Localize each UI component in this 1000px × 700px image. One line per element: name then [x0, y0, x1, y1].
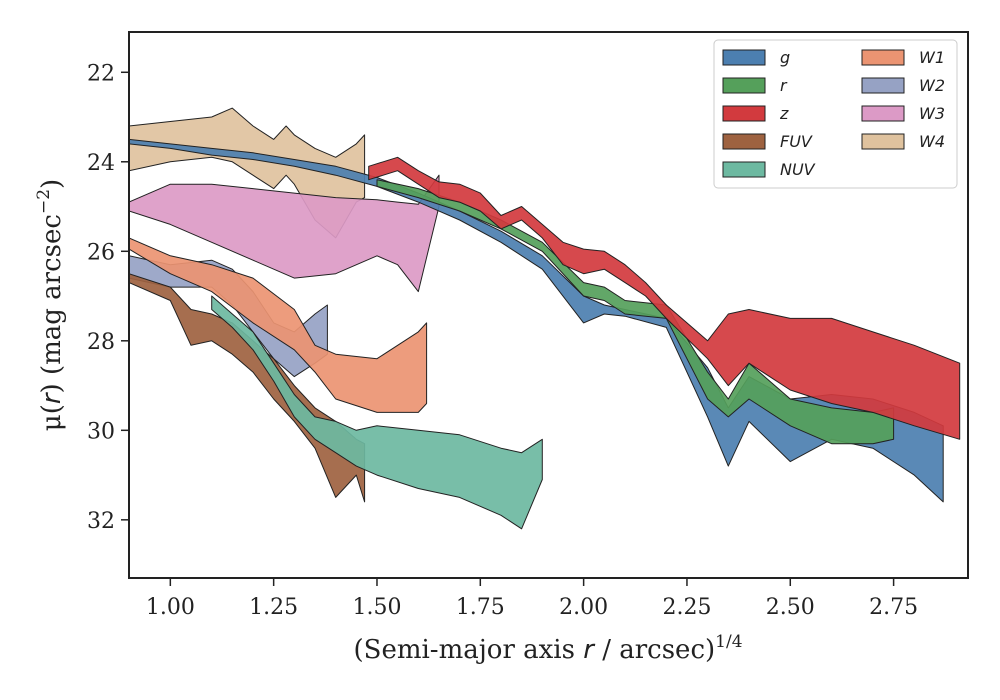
legend-swatch-z — [722, 105, 766, 122]
legend-swatch-r — [722, 77, 766, 94]
legend-label-r: r — [780, 76, 788, 95]
legend-swatch-w2 — [861, 77, 905, 94]
y-tick-label: 30 — [87, 419, 115, 444]
y-axis-label-var: r — [37, 391, 67, 404]
y-axis-ticks: 22 24 26 28 30 32 — [87, 61, 129, 534]
legend-swatch-g — [722, 49, 766, 66]
x-tick-label: 2.25 — [662, 595, 711, 620]
x-axis-label-post: / arcsec) — [594, 635, 715, 665]
y-axis-label-post: ) (mag arcsec — [37, 214, 67, 393]
y-tick-label: 32 — [87, 509, 115, 534]
legend-label-nuv: NUV — [780, 160, 816, 179]
legend-label-z: z — [779, 104, 789, 123]
legend-swatch-w4 — [861, 133, 905, 150]
y-axis-label: μ(r) (mag arcsec−2) — [34, 179, 67, 431]
x-tick-label: 2.75 — [869, 595, 918, 620]
x-axis-ticks: 1.00 1.25 1.50 1.75 2.00 2.25 2.50 2.75 — [146, 578, 918, 620]
legend-swatch-w3 — [861, 105, 905, 122]
band-z — [368, 156, 961, 440]
legend-label-fuv: FUV — [780, 132, 813, 151]
band-w4 — [129, 107, 366, 239]
y-axis-label-sup: −2 — [34, 189, 54, 214]
band-r — [376, 179, 895, 445]
legend: grz FUV NUV W1 W2 W3 W4 — [713, 39, 958, 189]
y-axis-label-pre: μ( — [37, 404, 67, 431]
legend-swatch-fuv — [722, 133, 766, 150]
y-tick-label: 24 — [87, 151, 115, 176]
y-tick-label: 28 — [87, 330, 115, 355]
x-tick-label: 2.00 — [559, 595, 608, 620]
legend-label-g: g — [780, 48, 790, 67]
x-tick-label: 1.75 — [456, 595, 505, 620]
x-axis-label-sup: 1/4 — [715, 632, 742, 652]
y-axis-label-end: ) — [37, 179, 67, 189]
y-tick-label: 26 — [87, 240, 115, 265]
x-axis-label-var: r — [583, 635, 596, 665]
x-axis-label-pre: (Semi-major axis — [353, 635, 583, 665]
x-tick-label: 1.00 — [146, 595, 195, 620]
x-axis-label: (Semi-major axis r / arcsec)1/4 — [353, 632, 742, 665]
x-tick-label: 2.50 — [766, 595, 815, 620]
x-tick-label: 1.25 — [249, 595, 298, 620]
legend-label-w3: W3 — [919, 104, 945, 123]
legend-label-w1: W1 — [919, 48, 945, 67]
legend-frame — [713, 39, 958, 189]
band-nuv — [211, 295, 543, 530]
legend-label-w2: W2 — [919, 76, 945, 95]
plot-area — [128, 31, 969, 579]
y-tick-label: 22 — [87, 61, 115, 86]
band-w1 — [129, 237, 428, 413]
legend-label-w4: W4 — [919, 132, 945, 151]
series-bands — [129, 107, 961, 530]
plot-frame — [128, 31, 969, 579]
x-tick-label: 1.50 — [352, 595, 401, 620]
legend-swatch-nuv — [722, 161, 766, 178]
legend-swatch-w1 — [861, 49, 905, 66]
